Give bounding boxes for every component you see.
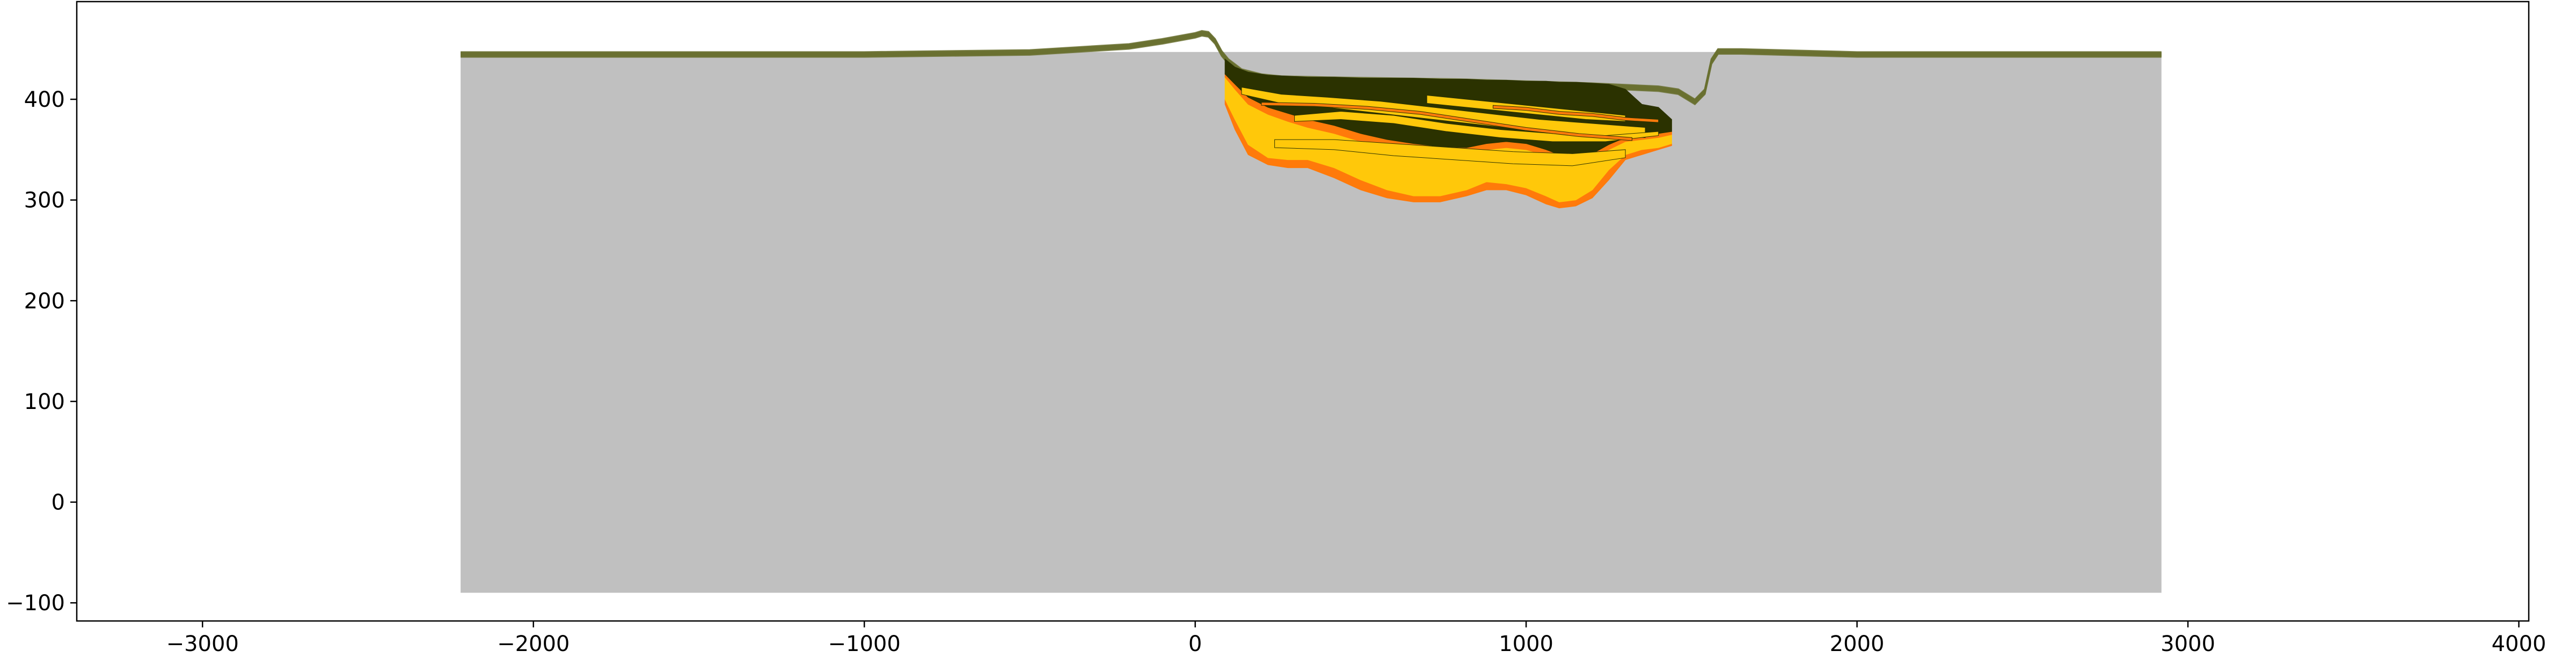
y-tick-label: 400	[24, 87, 65, 112]
y-axis: −100 0 100 200 300 400	[6, 87, 77, 616]
x-tick-label: 3000	[2161, 632, 2215, 656]
x-tick-label: 0	[1188, 632, 1202, 656]
y-tick-label: −100	[6, 591, 65, 616]
axes-frame	[76, 1, 2530, 622]
plot-area	[461, 30, 2162, 593]
y-tick-label: 100	[24, 390, 65, 414]
x-tick-label: 1000	[1499, 632, 1553, 656]
y-tick-label: 0	[52, 491, 65, 515]
x-tick-label: 4000	[2492, 632, 2546, 656]
basin-interbeds	[1241, 86, 1659, 166]
basin-interbed-1	[1294, 111, 1659, 142]
basin-interbed-3	[1274, 139, 1626, 166]
y-tick-label: 300	[24, 188, 65, 213]
x-tick-label: −2000	[497, 632, 570, 656]
x-tick-label: −1000	[828, 632, 901, 656]
x-tick-label: 2000	[1830, 632, 1885, 656]
basin-interbed-2	[1261, 102, 1632, 141]
x-tick-label: −3000	[166, 632, 239, 656]
basin-interbed-5	[1492, 105, 1659, 123]
y-tick-label: 200	[24, 289, 65, 313]
x-axis: −3000 −2000 −1000 0 1000 2000 3000 4000	[166, 621, 2546, 656]
